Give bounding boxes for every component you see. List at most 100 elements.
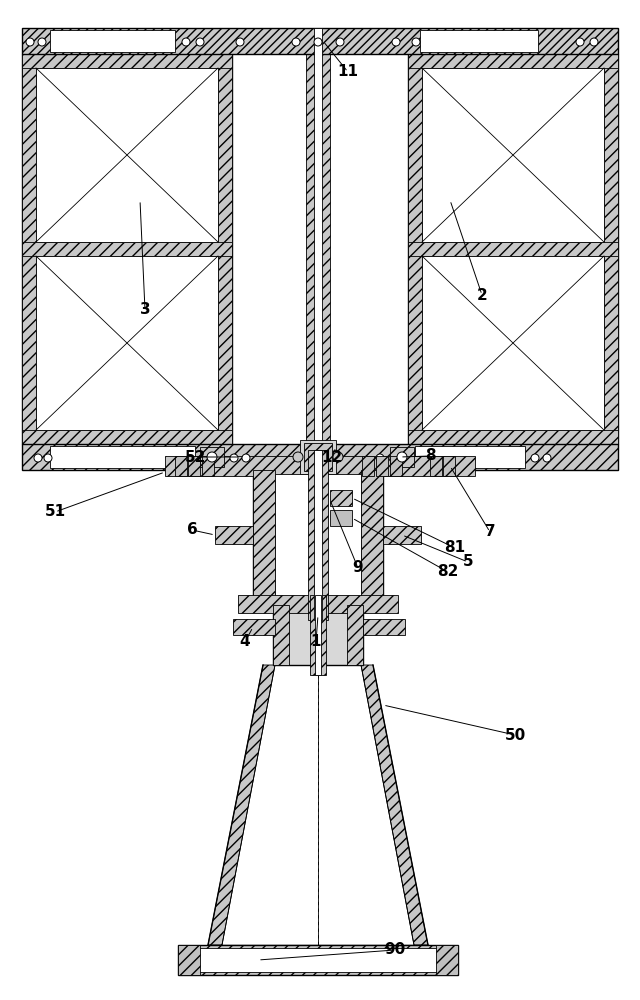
Bar bbox=[304, 443, 332, 471]
Bar bbox=[275, 474, 315, 596]
Bar bbox=[443, 456, 455, 476]
Bar bbox=[22, 242, 232, 256]
Circle shape bbox=[314, 38, 322, 46]
Bar bbox=[408, 430, 618, 444]
Bar bbox=[315, 595, 321, 675]
Circle shape bbox=[576, 38, 584, 46]
Circle shape bbox=[336, 38, 344, 46]
Circle shape bbox=[216, 454, 224, 462]
Bar bbox=[253, 470, 275, 600]
Text: 2: 2 bbox=[477, 288, 488, 302]
Text: 3: 3 bbox=[140, 302, 150, 318]
Bar bbox=[36, 256, 218, 430]
Bar bbox=[408, 242, 618, 256]
Bar bbox=[300, 440, 336, 474]
Circle shape bbox=[204, 454, 212, 462]
Circle shape bbox=[333, 452, 343, 462]
Bar bbox=[390, 447, 414, 467]
Bar bbox=[390, 456, 402, 476]
Bar bbox=[218, 54, 232, 444]
Polygon shape bbox=[208, 665, 275, 945]
Circle shape bbox=[182, 38, 190, 46]
Circle shape bbox=[292, 38, 300, 46]
Text: 8: 8 bbox=[425, 448, 435, 464]
Bar bbox=[202, 456, 214, 476]
Text: 82: 82 bbox=[437, 564, 459, 580]
Text: 4: 4 bbox=[240, 635, 250, 650]
Bar bbox=[604, 54, 618, 444]
Bar bbox=[306, 28, 330, 444]
Text: 90: 90 bbox=[385, 942, 406, 958]
Bar bbox=[314, 28, 322, 444]
Bar bbox=[422, 68, 604, 242]
Bar bbox=[215, 526, 253, 544]
Circle shape bbox=[590, 38, 598, 46]
Circle shape bbox=[242, 454, 250, 462]
Bar bbox=[308, 450, 328, 620]
Bar bbox=[22, 54, 36, 444]
Circle shape bbox=[389, 454, 397, 462]
Bar bbox=[182, 948, 454, 972]
Circle shape bbox=[196, 38, 204, 46]
Bar bbox=[36, 68, 218, 242]
Bar bbox=[22, 430, 232, 444]
Circle shape bbox=[293, 452, 303, 462]
Bar bbox=[22, 54, 232, 68]
Bar bbox=[408, 54, 422, 444]
Circle shape bbox=[207, 452, 217, 462]
Text: 6: 6 bbox=[187, 522, 197, 538]
Bar bbox=[408, 54, 618, 68]
Bar bbox=[330, 510, 352, 526]
Circle shape bbox=[34, 454, 42, 462]
Bar bbox=[314, 450, 322, 620]
Bar bbox=[50, 446, 195, 468]
Bar bbox=[310, 595, 326, 675]
Bar bbox=[238, 595, 398, 613]
Text: 7: 7 bbox=[484, 524, 495, 540]
Circle shape bbox=[236, 38, 244, 46]
Text: 52: 52 bbox=[184, 450, 205, 464]
Bar bbox=[200, 447, 224, 467]
Circle shape bbox=[26, 38, 34, 46]
Text: 81: 81 bbox=[444, 540, 465, 556]
Bar bbox=[233, 619, 275, 635]
Circle shape bbox=[397, 452, 407, 462]
Text: 51: 51 bbox=[44, 504, 65, 520]
Bar bbox=[408, 54, 618, 444]
Bar bbox=[430, 456, 442, 476]
Bar bbox=[175, 456, 187, 476]
Bar bbox=[50, 30, 175, 52]
Bar bbox=[273, 605, 363, 665]
Bar bbox=[330, 490, 352, 506]
Bar bbox=[361, 470, 383, 600]
Bar bbox=[178, 945, 458, 975]
Circle shape bbox=[543, 454, 551, 462]
Bar bbox=[415, 446, 525, 468]
Text: 5: 5 bbox=[463, 554, 474, 570]
Circle shape bbox=[376, 454, 384, 462]
Text: 1: 1 bbox=[311, 635, 321, 650]
Bar bbox=[362, 456, 374, 476]
Bar bbox=[321, 474, 361, 596]
Circle shape bbox=[531, 454, 539, 462]
Bar bbox=[253, 470, 383, 600]
Bar bbox=[422, 256, 604, 430]
Bar bbox=[420, 30, 538, 52]
Circle shape bbox=[392, 38, 400, 46]
Bar bbox=[376, 456, 388, 476]
Polygon shape bbox=[361, 665, 428, 945]
Circle shape bbox=[412, 38, 420, 46]
Bar bbox=[188, 456, 200, 476]
Bar bbox=[363, 619, 405, 635]
Text: 50: 50 bbox=[504, 728, 525, 742]
Bar bbox=[383, 526, 421, 544]
Bar bbox=[347, 605, 363, 665]
Bar bbox=[22, 444, 618, 470]
Circle shape bbox=[230, 454, 238, 462]
Bar bbox=[436, 945, 458, 975]
Circle shape bbox=[38, 38, 46, 46]
Bar bbox=[273, 605, 289, 665]
Text: 12: 12 bbox=[321, 450, 342, 464]
Circle shape bbox=[44, 454, 52, 462]
Text: 11: 11 bbox=[337, 64, 358, 80]
